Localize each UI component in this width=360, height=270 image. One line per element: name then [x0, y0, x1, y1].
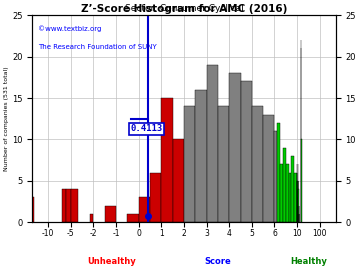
Text: Sector: Consumer Cyclical: Sector: Consumer Cyclical	[125, 4, 243, 13]
Text: ©www.textbiz.org: ©www.textbiz.org	[38, 26, 102, 32]
Bar	[30, 197, 35, 222]
Bar	[252, 106, 263, 222]
Bar	[71, 189, 78, 222]
Bar	[127, 214, 139, 222]
Bar	[280, 164, 283, 222]
Text: Score: Score	[204, 257, 231, 266]
Bar	[286, 164, 289, 222]
Bar	[263, 114, 274, 222]
Text: Healthy: Healthy	[290, 257, 327, 266]
Bar	[207, 65, 218, 222]
Bar	[90, 214, 93, 222]
Text: The Research Foundation of SUNY: The Research Foundation of SUNY	[38, 44, 157, 50]
Bar	[274, 131, 277, 222]
Title: Z’-Score Histogram for AMC (2016): Z’-Score Histogram for AMC (2016)	[81, 5, 287, 15]
Bar	[184, 106, 195, 222]
Bar	[139, 197, 150, 222]
Bar	[277, 123, 280, 222]
Bar	[62, 189, 66, 222]
Bar	[105, 206, 116, 222]
Bar	[66, 189, 71, 222]
Bar	[240, 82, 252, 222]
Bar	[289, 173, 292, 222]
Bar	[229, 73, 240, 222]
Text: Unhealthy: Unhealthy	[87, 257, 136, 266]
Text: 0.4113: 0.4113	[130, 124, 163, 133]
Bar	[150, 173, 161, 222]
Bar	[172, 139, 184, 222]
Bar	[195, 90, 207, 222]
Bar	[161, 98, 172, 222]
Bar	[218, 106, 229, 222]
Y-axis label: Number of companies (531 total): Number of companies (531 total)	[4, 66, 9, 171]
Bar	[292, 156, 294, 222]
Bar	[283, 148, 286, 222]
Bar	[294, 173, 297, 222]
